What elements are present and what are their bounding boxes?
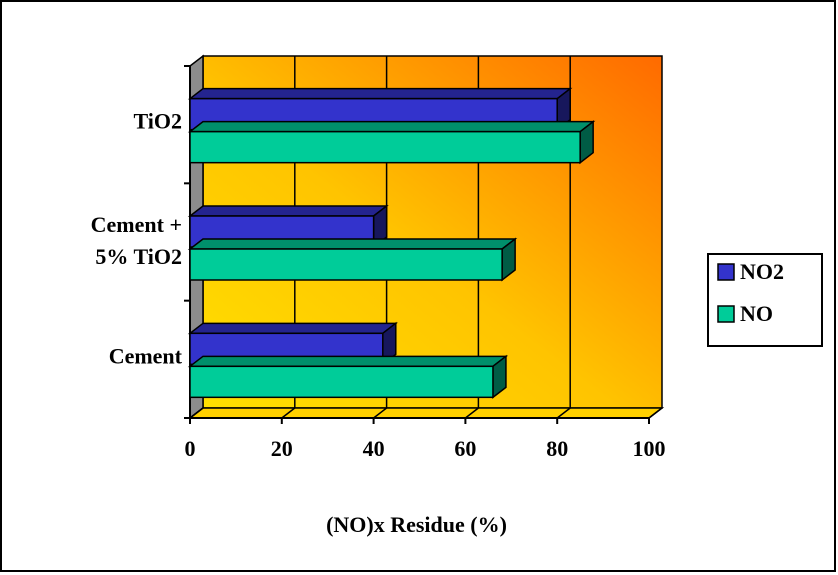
floor-line [648, 407, 663, 419]
y-category-label: TiO2 [133, 109, 182, 134]
floor-line [281, 407, 296, 419]
legend-label-no: NO [740, 301, 773, 326]
bar-top-face [187, 322, 398, 335]
y-category-label-line: Cement + [91, 212, 182, 237]
floor-line [464, 407, 479, 419]
bar-top-face [187, 87, 573, 100]
bar-top-face [187, 120, 596, 133]
x-tick-label: 80 [546, 436, 568, 461]
bar-front-face [189, 248, 503, 281]
x-tick-label: 60 [454, 436, 476, 461]
x-axis-title: (NO)x Residue (%) [326, 512, 507, 537]
bar-front-face [189, 130, 581, 164]
y-category-label-line: 5% TiO2 [95, 244, 182, 269]
bar-no-0 [187, 354, 509, 399]
floor-line [189, 407, 204, 419]
bar-no-1 [187, 237, 518, 282]
floor-line [373, 407, 388, 419]
y-category-label-line: TiO2 [133, 109, 182, 134]
floor-line [556, 407, 571, 419]
y-category-label-line: Cement [109, 343, 183, 368]
bar-no-2 [187, 120, 596, 165]
legend-swatch-no [717, 305, 735, 323]
legend-swatch-no2 [717, 263, 735, 281]
bar-top-face [187, 355, 509, 368]
bar-top-face [187, 205, 389, 217]
bar-front-face [189, 365, 494, 399]
plot-floor [187, 407, 665, 419]
y-category-label: Cement [109, 343, 183, 368]
x-tick-label: 20 [271, 436, 293, 461]
x-tick-label: 0 [185, 436, 196, 461]
x-tick-label: 40 [363, 436, 385, 461]
x-tick-label: 100 [633, 436, 666, 461]
y-category-label: Cement + 5% TiO2 [91, 212, 182, 269]
bar-top-face [187, 238, 518, 250]
legend-label-no2: NO2 [740, 259, 784, 284]
